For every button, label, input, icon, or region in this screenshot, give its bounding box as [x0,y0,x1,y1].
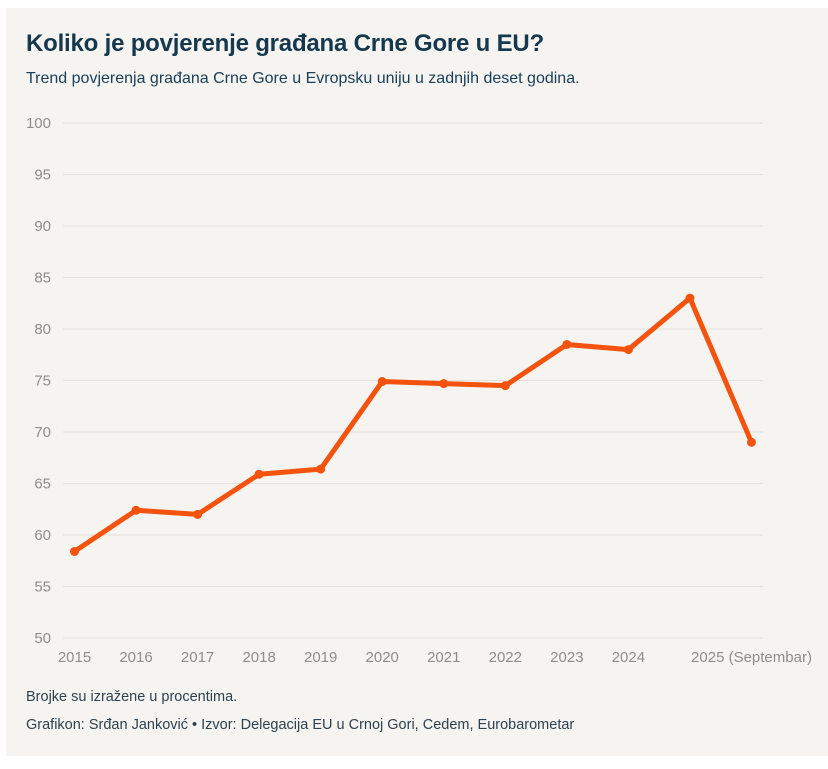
trend-line [72,295,754,554]
data-point [685,293,695,303]
data-point [254,469,264,479]
data-point [562,339,572,349]
page-title: Koliko je povjerenje građana Crne Gore u… [26,30,544,57]
line-chart-canvas: 50 55 60 65 70 75 80 85 90 95 100 2015 2016 2017 2018 2… [26,115,812,666]
data-point [377,377,387,387]
x-tick-label: 2018 [242,649,275,666]
data-point [316,464,326,474]
y-tick-label: 100 [26,115,51,132]
data-point [500,381,510,391]
data-point [747,437,756,447]
x-tick-label: 2015 [58,649,91,666]
data-point [193,509,203,519]
x-tick-label: 2025 (Septembar) [691,649,812,666]
footer-credit: Grafikon: Srđan Janković • Izvor: Delega… [26,717,575,733]
trend-chart: 50 55 60 65 70 75 80 85 90 95 100 2015 2016 2017 2018 2… [6,8,828,764]
y-tick-label: 75 [34,373,51,390]
x-tick-label: 2019 [304,649,337,666]
x-tick-label: 2020 [366,649,399,666]
data-point [131,505,141,515]
data-point [623,345,633,355]
y-tick-label: 60 [34,527,51,544]
x-tick-label: 2021 [427,649,460,666]
y-tick-label: 80 [34,321,51,338]
y-tick-label: 50 [34,630,51,647]
y-tick-label: 90 [34,218,51,235]
x-tick-label: 2024 [612,649,645,666]
chart-card: Koliko je povjerenje građana Crne Gore u… [6,8,828,756]
x-tick-label: 2023 [550,649,583,666]
y-tick-label: 85 [34,270,51,287]
x-tick-label: 2017 [181,649,214,666]
y-tick-label: 70 [34,424,51,441]
y-tick-label: 65 [34,476,51,493]
y-tick-label: 95 [34,167,51,184]
data-point [70,546,79,556]
x-tick-label: 2016 [119,649,152,666]
x-tick-label: 2022 [489,649,522,666]
y-tick-label: 55 [34,579,51,596]
footer-note: Brojke su izražene u procentima. [26,689,238,705]
chart-subtitle: Trend povjerenja građana Crne Gore u Evr… [26,70,580,87]
data-point [439,379,449,389]
